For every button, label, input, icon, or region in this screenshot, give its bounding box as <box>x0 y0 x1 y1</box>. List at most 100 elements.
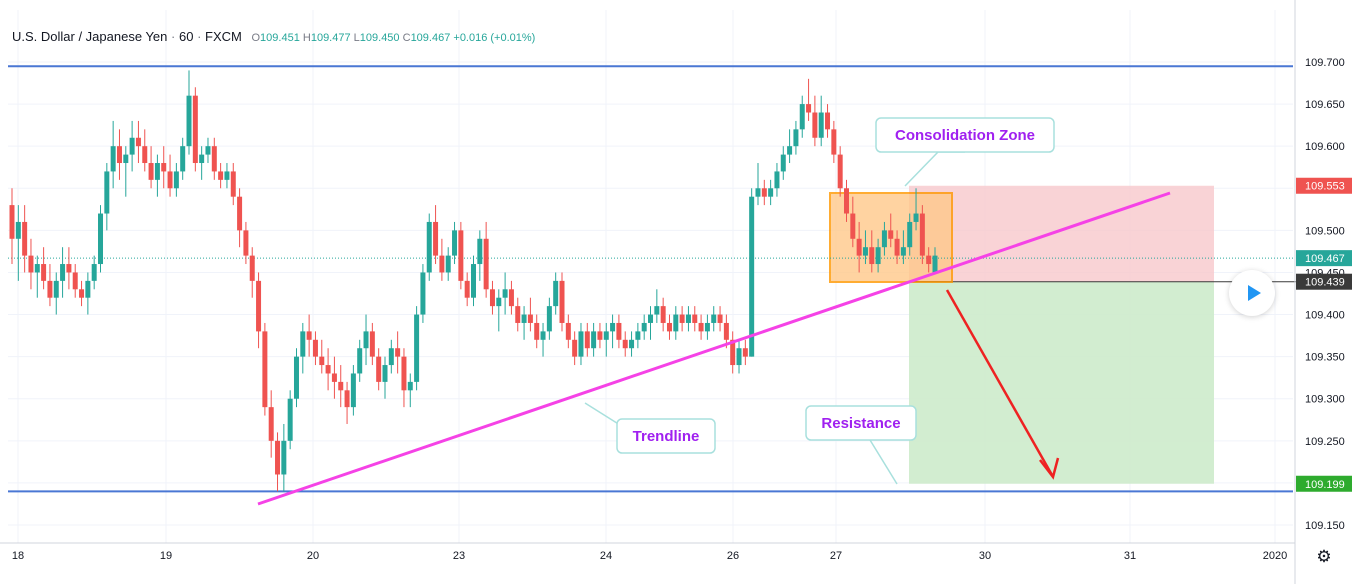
candle <box>458 221 464 290</box>
candle <box>610 314 616 349</box>
resistance-label: Resistance <box>805 405 917 441</box>
candle <box>711 306 717 332</box>
candle <box>875 238 881 273</box>
candle-body <box>395 348 401 357</box>
candle <box>15 205 21 281</box>
candle-body <box>452 230 458 256</box>
candle-body <box>629 339 635 349</box>
candle-body <box>376 356 382 382</box>
candle-body <box>445 255 451 273</box>
candle <box>881 221 887 256</box>
candle <box>850 196 856 248</box>
candle <box>312 331 318 366</box>
candle <box>685 306 691 332</box>
candle <box>142 129 148 172</box>
price-badge-box <box>1296 475 1352 492</box>
candle <box>357 339 363 382</box>
time-tick-label: 2020 <box>1263 550 1287 562</box>
symbol-name[interactable]: U.S. Dollar / Japanese Yen <box>12 29 168 44</box>
candle <box>110 120 116 189</box>
candle <box>401 348 407 408</box>
take-profit-zone <box>909 281 1214 484</box>
candle-body <box>306 331 312 340</box>
candle-body <box>584 331 590 349</box>
price-tick-label: 109.650 <box>1305 99 1345 111</box>
price-badge: 109.467 <box>1296 250 1352 267</box>
candle-body <box>350 373 356 408</box>
candle <box>546 297 552 340</box>
open-value: 109.451 <box>260 32 300 44</box>
candle <box>22 205 28 273</box>
price-badge: 109.199 <box>1296 475 1352 492</box>
candle <box>34 255 40 298</box>
candle-body <box>888 230 894 239</box>
candle <box>856 221 862 273</box>
interval[interactable]: 60 <box>178 29 194 44</box>
candle <box>445 247 451 281</box>
candle <box>812 95 818 147</box>
candle <box>565 314 571 349</box>
candle-body <box>287 398 293 441</box>
candle <box>306 314 312 357</box>
exchange: FXCM <box>205 29 242 44</box>
candle-body <box>281 440 287 475</box>
candle <box>439 238 445 281</box>
candle-body <box>249 255 255 281</box>
candle <box>527 297 533 332</box>
candle-body <box>932 255 938 273</box>
candle <box>180 137 186 180</box>
candle <box>635 322 641 349</box>
callout-tail <box>869 439 898 485</box>
candle-body <box>793 129 799 147</box>
gear-icon[interactable]: ⚙ <box>1316 547 1332 566</box>
candle <box>205 137 211 164</box>
candle <box>926 247 932 273</box>
candle <box>559 272 565 332</box>
candle <box>433 205 439 265</box>
play-button[interactable] <box>1229 270 1275 316</box>
direction-arrow <box>945 289 1054 476</box>
candle-body <box>98 213 104 265</box>
candle <box>363 314 369 366</box>
time-tick-label: 27 <box>830 550 842 562</box>
candle-body <box>578 331 584 357</box>
candle-body <box>774 171 780 189</box>
candle-body <box>603 331 609 340</box>
candle <box>698 314 704 340</box>
candle-body <box>388 348 394 366</box>
candle-body <box>736 348 742 366</box>
price-tick-label: 109.700 <box>1305 57 1345 69</box>
candle-body <box>768 188 774 197</box>
candle-body <box>426 221 432 273</box>
candle-body <box>142 146 148 164</box>
trendline-label: Trendline <box>616 418 716 454</box>
candle <box>534 314 540 349</box>
candle-body <box>72 272 78 290</box>
price-tick-label: 109.400 <box>1305 310 1345 322</box>
candle <box>761 179 767 206</box>
candle-body <box>869 247 875 265</box>
candle-body <box>34 264 40 273</box>
candle <box>72 264 78 298</box>
candle-body <box>199 154 205 164</box>
candle-body <box>723 322 729 340</box>
candle-body <box>534 322 540 340</box>
candle <box>262 322 268 416</box>
candle-body <box>749 196 755 357</box>
candle-body <box>648 314 654 323</box>
candle-body <box>173 171 179 189</box>
candle-body <box>60 264 66 281</box>
candle <box>319 339 325 374</box>
price-badge-text: 109.467 <box>1305 253 1345 265</box>
candle-body <box>666 322 672 332</box>
candle <box>249 247 255 298</box>
candle-body <box>66 264 72 273</box>
candle-body <box>610 322 616 332</box>
candle <box>47 264 53 307</box>
candle-body <box>433 221 439 256</box>
candle <box>818 95 824 147</box>
candle-body <box>919 213 925 256</box>
time-tick-label: 31 <box>1124 550 1136 562</box>
candle-body <box>660 306 666 323</box>
